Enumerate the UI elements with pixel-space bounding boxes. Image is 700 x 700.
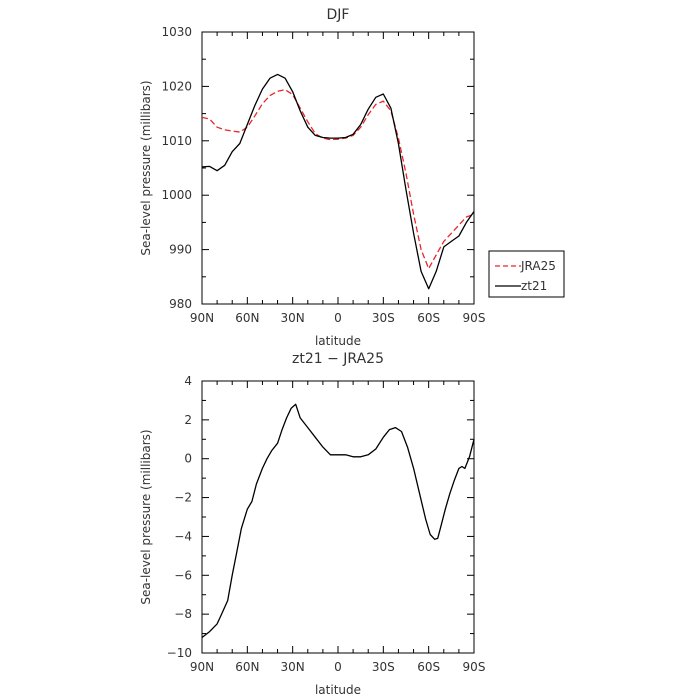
x-tick-label: 90N — [190, 311, 214, 325]
series-line-jra25 — [201, 89, 475, 270]
x-tick-label: 90S — [463, 311, 486, 325]
y-tick-label: −10 — [167, 646, 192, 660]
legend-label-zt21: zt21 — [521, 279, 547, 293]
x-tick-label: 60S — [417, 311, 440, 325]
series-line-difference — [201, 403, 475, 639]
chart-title-difference: zt21 − JRA25 — [292, 351, 384, 367]
y-tick-label: −2 — [174, 491, 192, 505]
x-tick-label: 60N — [235, 311, 259, 325]
y-tick-label: −8 — [174, 607, 192, 621]
chart-title-djf: DJF — [327, 7, 350, 23]
y-tick-label: −6 — [174, 568, 192, 582]
plot-frame-djf — [201, 31, 475, 305]
y-tick-label: 1010 — [161, 134, 192, 148]
x-tick-label: 0 — [334, 311, 342, 325]
x-tick-label: 0 — [334, 660, 342, 674]
y-axis-label-difference: Sea-level pressure (millibars) — [139, 429, 153, 604]
x-axis-label-difference: latitude — [315, 683, 361, 697]
plot-frame-difference — [201, 380, 475, 654]
x-tick-label: 30S — [372, 311, 395, 325]
chart-difference: zt21 − JRA25 90N 60N 30N 0 30S 60S 90S −10 −8 −6 −… — [139, 351, 485, 697]
x-tick-label: 90N — [190, 660, 214, 674]
y-tick-label: −4 — [174, 529, 192, 543]
y-tick-label: 0 — [184, 452, 192, 466]
y-tick-label: 990 — [169, 243, 192, 257]
x-tick-label: 30S — [372, 660, 395, 674]
x-tick-label: 30N — [281, 311, 305, 325]
y-tick-label: 1030 — [161, 25, 192, 39]
series-line-zt21 — [201, 73, 475, 290]
y-axis-label-djf: Sea-level pressure (millibars) — [139, 80, 153, 255]
x-tick-label: 60S — [417, 660, 440, 674]
x-tick-label: 90S — [463, 660, 486, 674]
legend-box — [488, 250, 565, 298]
y-tick-label: 1020 — [161, 79, 192, 93]
y-tick-label: 2 — [184, 413, 192, 427]
legend: JRA25 zt21 — [488, 250, 565, 298]
legend-label-jra25: JRA25 — [520, 259, 556, 273]
y-tick-label: 980 — [169, 297, 192, 311]
x-tick-label: 60N — [235, 660, 259, 674]
y-tick-label: 4 — [184, 374, 192, 388]
chart-djf: DJF 90N 60N 30N 0 30S 60S 90S 980 990 1000 1010 102… — [139, 7, 565, 348]
x-tick-label: 30N — [281, 660, 305, 674]
y-tick-label: 1000 — [161, 188, 192, 202]
x-axis-label-djf: latitude — [315, 334, 361, 348]
